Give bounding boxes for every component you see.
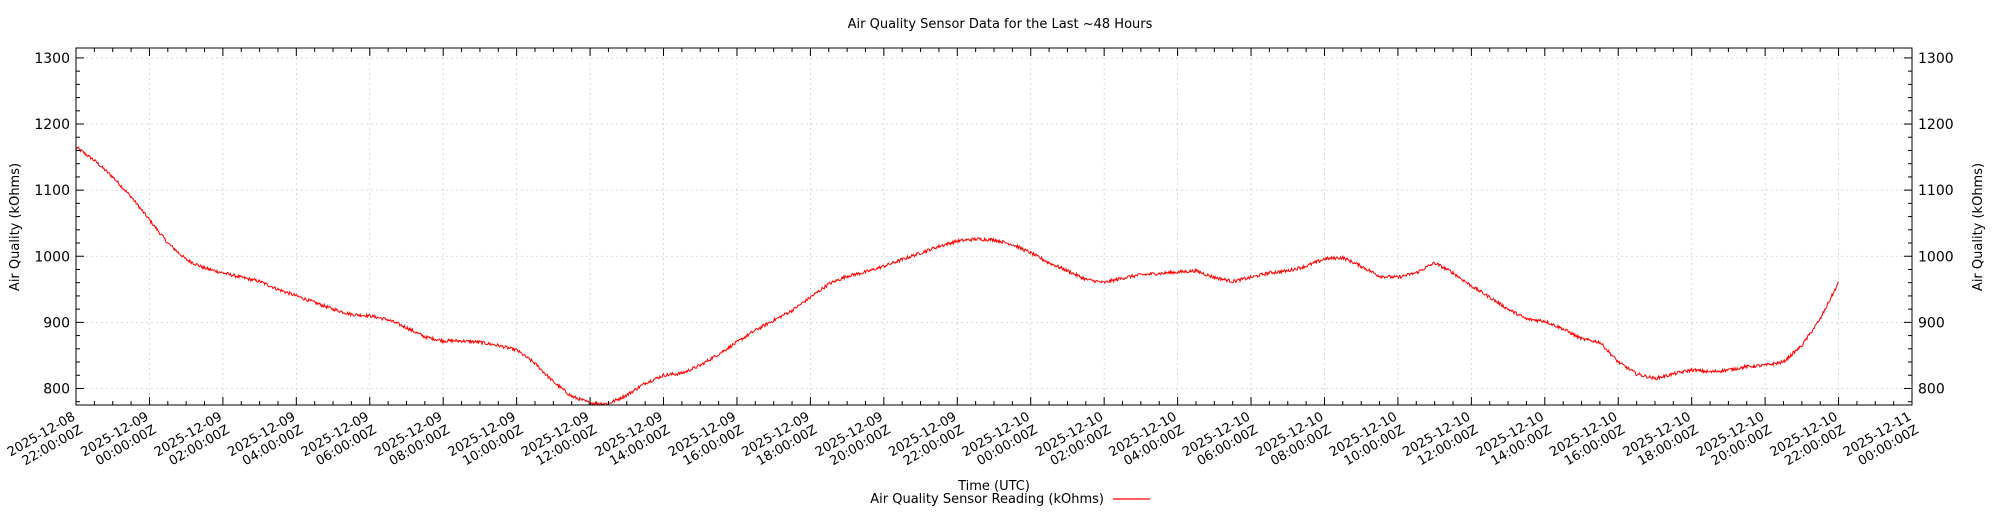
y-tick-label-right: 900 (1918, 315, 1945, 331)
y-axis-label-right: Air Quality (kOhms) (1971, 163, 1986, 291)
y-tick-label-right: 1000 (1918, 249, 1954, 265)
legend-label: Air Quality Sensor Reading (kOhms) (870, 492, 1104, 507)
y-tick-label-right: 800 (1918, 381, 1945, 397)
series-line (75, 146, 1840, 406)
y-tick-label-right: 1100 (1918, 183, 1954, 199)
y-tick-label-right: 1300 (1918, 51, 1954, 67)
x-tick-label: 2025-12-1000:00:00Z (960, 409, 1041, 469)
y-tick-label-right: 1200 (1918, 117, 1954, 133)
x-axis-label: Time (UTC) (957, 479, 1030, 494)
chart-grid (76, 48, 1912, 405)
y-tick-label-left: 1100 (34, 183, 70, 199)
chart-axes: 800 800 900 900 1000 1000 1100 1100 1200 1200 1300… (5, 48, 1954, 469)
y-tick-label-left: 1300 (34, 51, 70, 67)
legend: Air Quality Sensor Reading (kOhms) (870, 492, 1150, 507)
series-layer (75, 146, 1840, 406)
y-tick-label-left: 1200 (34, 117, 70, 133)
y-tick-label-left: 1000 (34, 249, 70, 265)
chart-title: Air Quality Sensor Data for the Last ~48… (848, 17, 1153, 32)
y-tick-label-left: 900 (43, 315, 70, 331)
y-axis-label-left: Air Quality (kOhms) (8, 163, 23, 291)
y-tick-label-left: 800 (43, 381, 70, 397)
plot-frame (75, 47, 1913, 406)
x-tick-label: 2025-12-1100:00:00Z (1841, 409, 1922, 469)
